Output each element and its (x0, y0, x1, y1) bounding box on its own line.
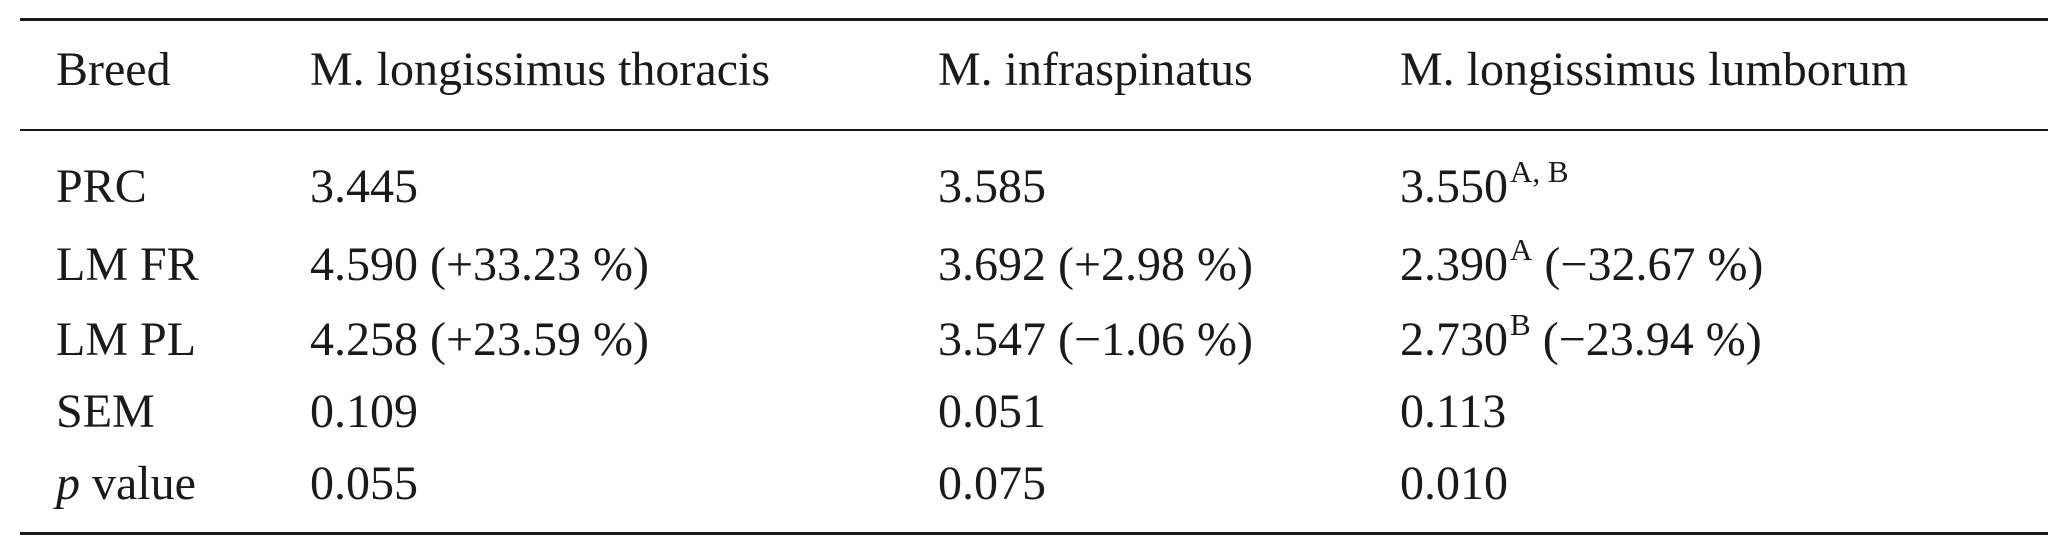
row-lmpl-breed: LM PL (56, 313, 197, 366)
row-sem-thoracis: 0.109 (310, 385, 418, 438)
row-lmpl-infraspinatus: 3.547 (−1.06 %) (938, 313, 1254, 366)
table-top-rule (20, 18, 2048, 21)
value-word: value (92, 457, 196, 510)
header-infraspinatus: M. infraspinatus (938, 43, 1253, 96)
row-sem-lumborum: 0.113 (1400, 385, 1507, 438)
row-pvalue-breed: p value (56, 460, 196, 508)
change: (−32.67 %) (1544, 238, 1764, 291)
row-pvalue-lumborum: 0.010 (1400, 457, 1508, 510)
row-pvalue-infraspinatus: 0.075 (938, 457, 1046, 510)
table-header-rule (20, 129, 2048, 131)
header-longissimus-thoracis: M. longissimus thoracis (310, 43, 771, 96)
header-breed: Breed (56, 43, 171, 96)
p-symbol: p (56, 457, 80, 510)
value: 3.550 (1400, 160, 1508, 213)
value: 2.730 (1400, 313, 1508, 366)
header-longissimus-lumborum: M. longissimus lumborum (1400, 43, 1909, 96)
row-prc-infraspinatus: 3.585 (938, 160, 1046, 213)
row-lmfr-thoracis: 4.590 (+33.23 %) (310, 238, 650, 291)
row-lmpl-lumborum: 2.730B (−23.94 %) (1400, 309, 1762, 366)
superscript: A (1510, 232, 1533, 267)
row-prc-breed: PRC (56, 160, 147, 213)
row-lmfr-lumborum: 2.390A (−32.67 %) (1400, 234, 1764, 291)
superscript: A, B (1510, 154, 1569, 189)
change: (−23.94 %) (1542, 313, 1762, 366)
value: 2.390 (1400, 238, 1508, 291)
row-sem-breed: SEM (56, 385, 155, 438)
row-lmfr-breed: LM FR (56, 238, 199, 291)
row-pvalue-thoracis: 0.055 (310, 457, 418, 510)
row-lmpl-thoracis: 4.258 (+23.59 %) (310, 313, 650, 366)
row-sem-infraspinatus: 0.051 (938, 385, 1046, 438)
table-bottom-rule (20, 532, 2048, 535)
superscript: B (1510, 307, 1531, 342)
row-prc-thoracis: 3.445 (310, 160, 418, 213)
row-lmfr-infraspinatus: 3.692 (+2.98 %) (938, 238, 1254, 291)
row-prc-lumborum: 3.550A, B (1400, 156, 1569, 213)
